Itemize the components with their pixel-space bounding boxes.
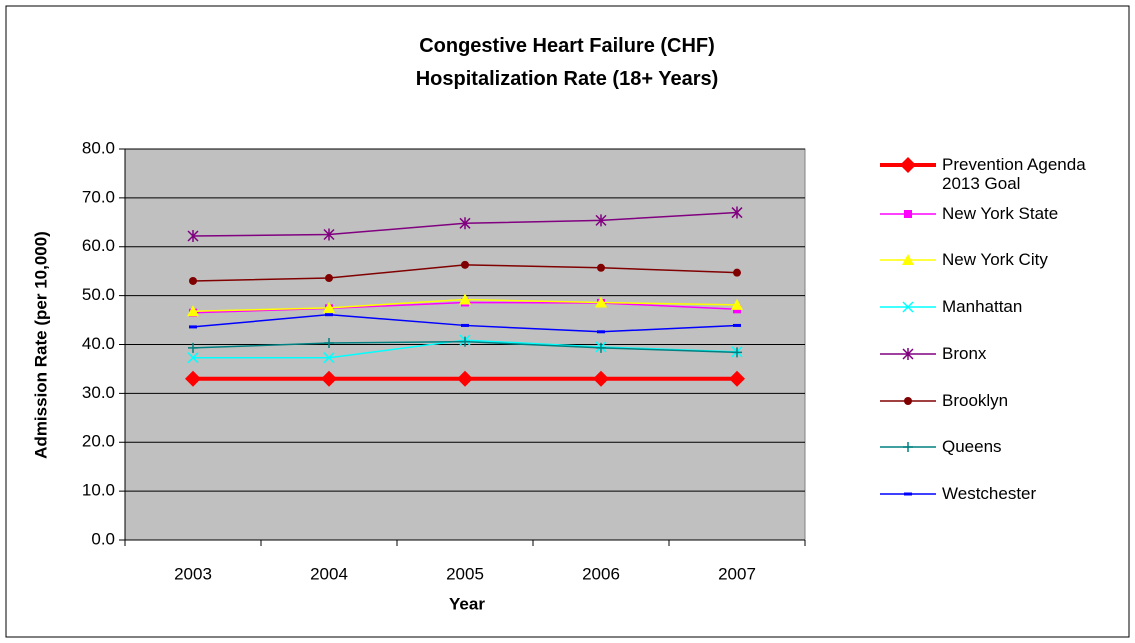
- x-tick-label: 2007: [718, 564, 756, 583]
- data-point: [595, 214, 607, 227]
- data-point: [729, 370, 745, 387]
- data-point: [325, 274, 333, 283]
- data-point: [189, 325, 197, 329]
- data-point: [188, 342, 198, 353]
- data-point: [323, 228, 335, 241]
- data-point: [733, 268, 741, 277]
- y-tick-label: 80.0: [82, 138, 115, 157]
- y-tick-label: 60.0: [82, 236, 115, 255]
- data-point: [323, 301, 335, 313]
- legend-marker: [904, 492, 912, 496]
- data-point: [459, 293, 471, 305]
- legend-marker: [902, 301, 914, 313]
- y-tick-label: 20.0: [82, 432, 115, 451]
- data-point: [457, 370, 473, 387]
- y-tick-label: 30.0: [82, 383, 115, 402]
- data-point: [323, 352, 335, 364]
- x-tick-label: 2005: [446, 564, 484, 583]
- y-tick-label: 40.0: [82, 334, 115, 353]
- y-tick-label: 70.0: [82, 187, 115, 206]
- legend-marker: [902, 348, 914, 360]
- data-point: [187, 229, 199, 242]
- data-point: [325, 313, 333, 317]
- legend-marker: [904, 397, 912, 405]
- legend-label: Manhattan: [942, 297, 1023, 316]
- legend-marker: [902, 254, 914, 265]
- data-point: [595, 296, 607, 308]
- data-point: [459, 217, 471, 230]
- data-point: [731, 298, 743, 310]
- legend-label: Brooklyn: [942, 391, 1009, 410]
- data-point: [731, 206, 743, 219]
- data-point: [597, 263, 605, 272]
- data-point: [461, 323, 469, 327]
- legend-label: Prevention Agenda 2013 Goal: [942, 155, 1086, 193]
- x-axis-label: Year: [449, 594, 485, 613]
- y-tick-label: 10.0: [82, 481, 115, 500]
- y-tick-label: 0.0: [91, 529, 115, 548]
- data-point: [189, 276, 197, 285]
- data-point: [593, 370, 609, 387]
- data-point: [461, 260, 469, 269]
- legend-label: Westchester: [942, 484, 1037, 503]
- data-point: [321, 370, 337, 387]
- legend-label: Queens: [942, 437, 1002, 456]
- data-point: [596, 342, 606, 353]
- legend-label: New York State: [942, 204, 1059, 223]
- data-point: [460, 336, 470, 347]
- data-point: [187, 305, 199, 317]
- x-tick-label: 2006: [582, 564, 620, 583]
- data-point: [185, 370, 201, 387]
- data-point: [733, 323, 741, 327]
- data-point: [187, 352, 199, 364]
- legend-marker: [900, 157, 916, 173]
- data-point: [324, 338, 334, 349]
- x-tick-label: 2003: [174, 564, 212, 583]
- y-tick-label: 50.0: [82, 285, 115, 304]
- chart-title: Congestive Heart Failure (CHF) Hospitali…: [415, 35, 719, 90]
- data-point: [597, 330, 605, 334]
- data-point: [732, 347, 742, 358]
- y-axis-label: Admission Rate (per 10,000): [31, 231, 50, 459]
- legend-marker: [904, 210, 912, 218]
- legend-marker: [903, 442, 913, 452]
- legend-label: New York City: [942, 250, 1048, 269]
- legend-label: Bronx: [942, 344, 987, 363]
- x-tick-label: 2004: [310, 564, 348, 583]
